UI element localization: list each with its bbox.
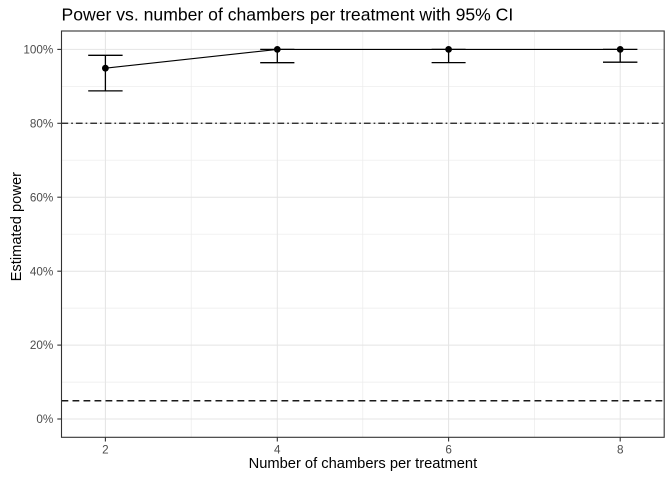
svg-text:Number of chambers per treatme: Number of chambers per treatment [249, 456, 478, 472]
svg-text:20%: 20% [30, 339, 53, 352]
svg-text:80%: 80% [30, 117, 53, 130]
svg-text:0%: 0% [36, 413, 53, 426]
svg-text:60%: 60% [30, 191, 53, 204]
svg-text:Power vs. number of chambers p: Power vs. number of chambers per treatme… [62, 5, 514, 25]
svg-text:4: 4 [274, 444, 281, 457]
svg-text:8: 8 [617, 444, 624, 457]
svg-text:2: 2 [102, 444, 109, 457]
svg-text:6: 6 [445, 444, 452, 457]
svg-text:Estimated power: Estimated power [9, 172, 25, 281]
svg-text:40%: 40% [30, 265, 53, 278]
svg-text:100%: 100% [23, 44, 53, 57]
